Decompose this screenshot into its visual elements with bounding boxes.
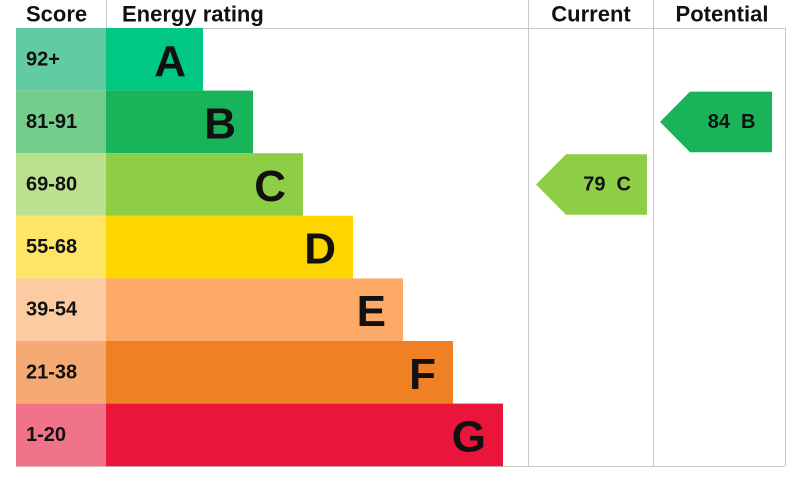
score-label: 81-91 — [26, 111, 77, 133]
header-potential: Potential — [676, 2, 769, 27]
score-label: 92+ — [26, 48, 60, 70]
rating-bar — [106, 153, 303, 216]
rating-letter: F — [409, 350, 436, 399]
score-label: 21-38 — [26, 361, 77, 383]
header-score: Score — [26, 2, 87, 27]
potential-letter: B — [741, 111, 755, 133]
score-cell — [16, 278, 106, 341]
rating-bar — [106, 28, 203, 91]
rating-letter: G — [452, 412, 486, 461]
score-label: 69-80 — [26, 174, 77, 196]
score-cell — [16, 403, 106, 467]
rating-letter: D — [304, 225, 336, 274]
score-cell — [16, 341, 106, 404]
current-letter: C — [617, 174, 631, 196]
current-value: 79 — [583, 174, 605, 196]
score-label: 55-68 — [26, 236, 77, 258]
rating-bar — [106, 90, 253, 154]
current-arrow — [536, 154, 647, 215]
score-cell — [16, 153, 106, 216]
score-label: 1-20 — [26, 424, 66, 446]
score-cell — [16, 90, 106, 154]
rating-letter: C — [254, 162, 286, 211]
score-label: 39-54 — [26, 299, 78, 321]
rating-bar — [106, 403, 503, 467]
rating-letter: B — [204, 99, 236, 148]
header-rating: Energy rating — [122, 2, 264, 27]
potential-value: 84 — [708, 111, 731, 133]
potential-arrow — [660, 91, 772, 153]
rating-bar — [106, 215, 353, 279]
rating-bar — [106, 341, 453, 404]
rating-letter: E — [357, 287, 386, 336]
score-cell — [16, 215, 106, 279]
rating-bar — [106, 278, 403, 341]
header-current: Current — [551, 2, 631, 27]
rating-letter: A — [154, 37, 186, 86]
score-cell — [16, 28, 106, 91]
